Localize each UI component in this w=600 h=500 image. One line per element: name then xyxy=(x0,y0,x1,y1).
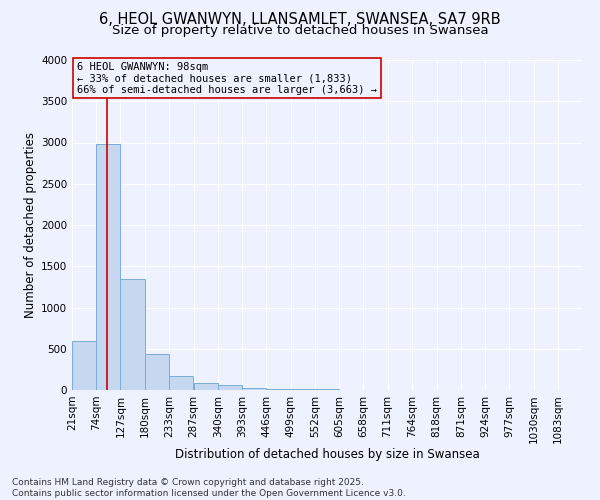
Bar xyxy=(242,388,266,390)
Bar xyxy=(72,340,96,390)
Bar xyxy=(218,386,242,390)
Bar xyxy=(96,144,121,390)
Bar xyxy=(266,388,290,390)
Bar xyxy=(145,354,169,390)
Bar xyxy=(194,382,218,390)
Bar xyxy=(169,376,193,390)
Bar xyxy=(121,280,145,390)
Bar xyxy=(290,389,315,390)
Text: Size of property relative to detached houses in Swansea: Size of property relative to detached ho… xyxy=(112,24,488,37)
X-axis label: Distribution of detached houses by size in Swansea: Distribution of detached houses by size … xyxy=(175,448,479,460)
Text: 6 HEOL GWANWYN: 98sqm
← 33% of detached houses are smaller (1,833)
66% of semi-d: 6 HEOL GWANWYN: 98sqm ← 33% of detached … xyxy=(77,62,377,95)
Y-axis label: Number of detached properties: Number of detached properties xyxy=(24,132,37,318)
Text: 6, HEOL GWANWYN, LLANSAMLET, SWANSEA, SA7 9RB: 6, HEOL GWANWYN, LLANSAMLET, SWANSEA, SA… xyxy=(99,12,501,28)
Text: Contains HM Land Registry data © Crown copyright and database right 2025.
Contai: Contains HM Land Registry data © Crown c… xyxy=(12,478,406,498)
